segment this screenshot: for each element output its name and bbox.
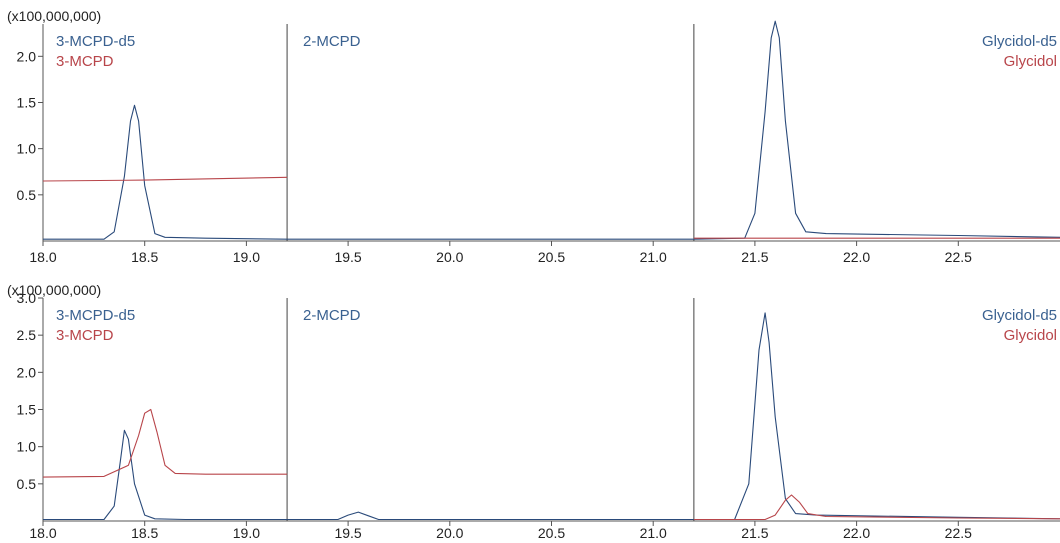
x-tick-label: 21.5 <box>741 249 768 265</box>
x-tick-label: 18.0 <box>29 525 56 541</box>
x-tick-label: 19.5 <box>334 525 361 541</box>
segment-label-3-mcpd-d5: 3-MCPD-d5 <box>56 307 135 324</box>
x-tick-label: 21.0 <box>640 525 667 541</box>
x-tick-label: 19.0 <box>233 525 260 541</box>
series-line-glycidol <box>693 494 1060 521</box>
series-line-2-mcpd <box>287 511 694 521</box>
series-line-glycidol-d5 <box>693 20 1060 240</box>
x-tick-label: 19.5 <box>334 249 361 265</box>
y-tick-label: 2.0 <box>17 48 37 64</box>
y-multiplier-label: (x100,000,000) <box>7 282 101 298</box>
y-tick-label: 3.0 <box>17 290 37 306</box>
x-tick-label: 20.5 <box>538 525 565 541</box>
y-tick-label: 0.5 <box>17 187 37 203</box>
y-multiplier-label: (x100,000,000) <box>7 8 101 24</box>
segment-label-glycidol-d5: Glycidol-d5 <box>982 307 1057 324</box>
y-tick-label: 2.5 <box>17 327 37 343</box>
series-line-3-mcpd-d5 <box>43 104 288 240</box>
series-line-3-mcpd <box>42 408 288 478</box>
series-line-glycidol-d5 <box>693 312 1060 521</box>
x-tick-label: 20.0 <box>436 249 463 265</box>
y-tick-label: 1.5 <box>17 402 37 418</box>
segment-label-3-mcpd: 3-MCPD <box>56 327 114 344</box>
x-tick-label: 18.0 <box>29 249 56 265</box>
series-line-3-mcpd <box>42 176 288 182</box>
x-tick-label: 21.5 <box>741 525 768 541</box>
segment-label-3-mcpd: 3-MCPD <box>56 53 114 70</box>
x-tick-label: 22.0 <box>843 249 870 265</box>
x-tick-label: 21.0 <box>640 249 667 265</box>
segment-label-2-mcpd: 2-MCPD <box>303 33 361 50</box>
x-tick-label: 20.0 <box>436 525 463 541</box>
x-tick-label: 18.5 <box>131 525 158 541</box>
x-tick-label: 22.0 <box>843 525 870 541</box>
x-tick-label: 22.5 <box>945 525 972 541</box>
y-tick-label: 2.0 <box>17 364 37 380</box>
y-tick-label: 1.0 <box>17 141 37 157</box>
y-tick-label: 0.5 <box>17 476 37 492</box>
segment-label-glycidol-d5: Glycidol-d5 <box>982 33 1057 50</box>
segment-label-glycidol: Glycidol <box>1004 53 1057 70</box>
x-tick-label: 18.5 <box>131 249 158 265</box>
x-tick-label: 19.0 <box>233 249 260 265</box>
x-tick-label: 22.5 <box>945 249 972 265</box>
x-tick-label: 20.5 <box>538 249 565 265</box>
chart-panel-1: (x100,000,000) 0.5 1.0 1.5 2.0 18.0 18.5 19.0 19… <box>7 8 1060 265</box>
y-tick-label: 1.0 <box>17 439 37 455</box>
segment-label-glycidol: Glycidol <box>1004 327 1057 344</box>
segment-label-2-mcpd: 2-MCPD <box>303 307 361 324</box>
chart-panel-2: (x100,000,000) 0.5 1.0 1.5 2.0 2.5 3.0 18.0 18.5… <box>7 282 1060 541</box>
y-tick-label: 1.5 <box>17 94 37 110</box>
segment-label-3-mcpd-d5: 3-MCPD-d5 <box>56 33 135 50</box>
series-line-3-mcpd-d5 <box>43 429 288 521</box>
